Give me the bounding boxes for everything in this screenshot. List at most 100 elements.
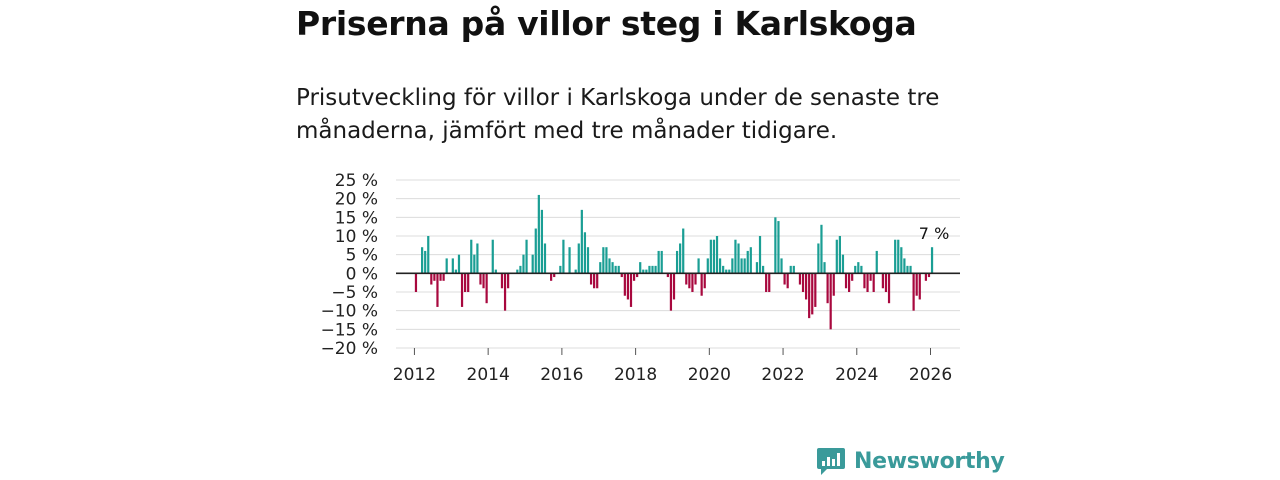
bar [927, 273, 931, 278]
bar [516, 269, 519, 274]
bar [786, 273, 789, 289]
bar [568, 247, 571, 274]
y-tick-label: −15 % [321, 320, 378, 340]
bar [608, 258, 611, 274]
bar [666, 273, 669, 278]
bar [445, 258, 448, 274]
newsworthy-logo-icon [817, 448, 845, 475]
bar [550, 273, 553, 281]
bar [875, 250, 878, 274]
bar [814, 273, 817, 307]
bar [734, 239, 737, 274]
bar [703, 273, 706, 289]
bar [688, 273, 691, 289]
bar [476, 243, 479, 274]
bar [424, 250, 427, 274]
bar [866, 273, 869, 292]
bar [436, 273, 439, 307]
bar [451, 258, 454, 274]
bar [758, 236, 762, 274]
bar [755, 262, 759, 274]
bar [740, 258, 743, 274]
bar [580, 209, 583, 274]
bar [798, 273, 802, 285]
bar [470, 239, 473, 274]
bar [614, 265, 617, 274]
y-tick-label: 25 % [335, 171, 378, 191]
bar [900, 247, 903, 274]
y-tick-label: −10 % [321, 302, 378, 322]
bar [657, 250, 660, 274]
bar [611, 262, 614, 274]
bar [421, 247, 424, 274]
bar [694, 273, 697, 285]
bar [430, 273, 433, 285]
bar [780, 258, 783, 274]
bar [765, 273, 768, 292]
bar [860, 265, 863, 274]
bar [494, 269, 497, 274]
brand-logo[interactable]: Newsworthy [816, 446, 1005, 476]
bar [718, 258, 722, 274]
bar [639, 262, 642, 274]
bar [519, 265, 522, 274]
bar [930, 247, 934, 274]
bar [679, 243, 682, 274]
bar [645, 269, 648, 274]
x-tick-label: 2016 [540, 365, 583, 385]
bar [482, 273, 485, 289]
bar [685, 273, 688, 285]
bar [593, 273, 596, 289]
bar [761, 265, 765, 274]
bar [887, 273, 891, 304]
bar [682, 228, 685, 274]
bar [454, 269, 458, 274]
latest-value-label: 7 % [919, 224, 949, 243]
x-tick-label: 2020 [688, 365, 731, 385]
bar [844, 273, 848, 289]
bar [543, 243, 547, 274]
bar [648, 265, 651, 274]
bar [783, 273, 786, 285]
bar [808, 273, 811, 319]
bar [768, 273, 771, 292]
bar [789, 265, 792, 274]
bar [669, 273, 673, 311]
bar [731, 258, 734, 274]
bar [473, 254, 476, 274]
y-tick-label: −5 % [331, 283, 378, 303]
bar [525, 239, 528, 274]
bar [838, 236, 841, 274]
bar [457, 254, 461, 274]
bar [746, 250, 749, 274]
bar [537, 194, 540, 274]
bar [884, 273, 888, 292]
bar [725, 269, 728, 274]
bar [534, 228, 537, 274]
bar [577, 243, 580, 274]
bar [700, 273, 703, 296]
bar [728, 269, 731, 274]
bar [574, 269, 577, 274]
bar [553, 273, 556, 278]
bar [777, 221, 780, 274]
bar [894, 239, 897, 274]
bar [872, 273, 875, 292]
bar [540, 209, 544, 274]
bar [427, 236, 430, 274]
bar [617, 265, 620, 274]
bar [841, 254, 845, 274]
bar [706, 258, 709, 274]
bar [626, 273, 630, 300]
y-tick-label: 15 % [335, 208, 378, 228]
bar [636, 273, 639, 278]
bar [589, 273, 593, 285]
bar [854, 265, 857, 274]
bar [460, 273, 464, 307]
chart-title: Priserna på villor steg i Karlskoga [296, 4, 917, 43]
bar [414, 273, 418, 292]
bar [691, 273, 694, 292]
bar [906, 265, 909, 274]
bar [715, 236, 719, 274]
bar [586, 247, 590, 274]
